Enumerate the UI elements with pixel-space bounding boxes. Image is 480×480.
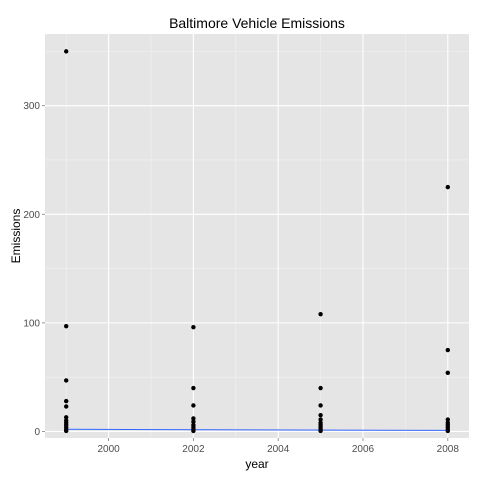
data-point (318, 311, 323, 317)
x-tick-label: 2006 (352, 444, 375, 455)
data-point (63, 323, 69, 329)
data-point (63, 428, 69, 434)
trend-line-group (66, 428, 448, 431)
data-point (63, 378, 69, 383)
data-point (445, 184, 450, 190)
data-point (318, 403, 323, 408)
data-point (191, 428, 196, 434)
data-point (445, 347, 450, 353)
grid-lines (45, 34, 469, 438)
y-tick-label: 0 (34, 427, 40, 438)
data-point (63, 404, 69, 409)
data-point (191, 325, 196, 330)
data-points (63, 49, 450, 434)
data-point (191, 403, 196, 408)
x-axis-ticks: 2000 2002 2004 2006 2008 (97, 438, 459, 455)
x-tick-label: 2002 (182, 444, 205, 455)
data-point (191, 419, 196, 424)
x-tick-label: 2004 (267, 444, 290, 455)
data-point (191, 385, 196, 391)
data-point (318, 412, 323, 418)
y-tick-label: 300 (23, 101, 40, 112)
data-point (445, 428, 450, 434)
data-point (63, 415, 69, 420)
y-axis-ticks: 0 100 200 300 (23, 101, 45, 438)
data-point (318, 428, 323, 434)
chart-title: Baltimore Vehicle Emissions (169, 15, 345, 31)
y-tick-label: 200 (23, 210, 40, 221)
data-point (191, 416, 196, 421)
trend-line (66, 428, 448, 431)
x-tick-label: 2008 (437, 444, 460, 455)
data-point (445, 370, 450, 376)
plot-panel (45, 34, 469, 438)
y-tick-label: 100 (23, 318, 40, 329)
data-point (318, 417, 323, 422)
x-tick-label: 2000 (97, 444, 120, 455)
data-point (63, 398, 69, 404)
y-axis-label: Emissions (9, 209, 23, 264)
x-axis-label: year (245, 457, 268, 471)
data-point (445, 417, 450, 422)
data-point (63, 49, 69, 54)
data-point (318, 385, 323, 391)
